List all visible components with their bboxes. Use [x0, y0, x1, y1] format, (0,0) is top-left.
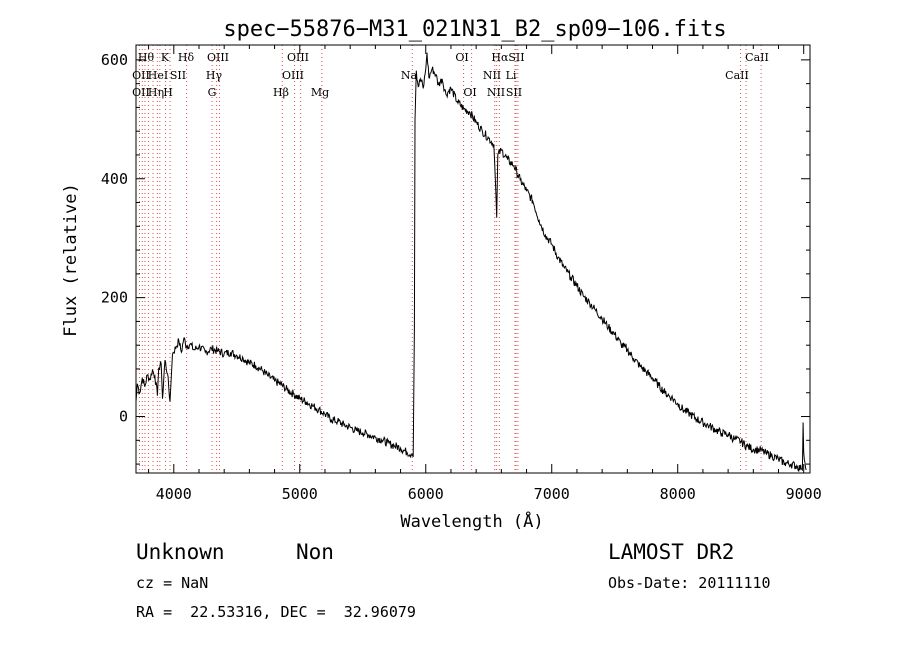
line-label: Hγ	[206, 69, 223, 82]
line-label: G	[208, 86, 217, 99]
line-label: HeI	[148, 69, 168, 82]
y-tick-label: 0	[119, 408, 128, 426]
line-label: Hβ	[273, 86, 289, 99]
plot-frame	[135, 44, 811, 474]
line-label: K	[161, 51, 170, 64]
line-label: CaII	[745, 51, 769, 64]
line-label: SII	[170, 69, 186, 82]
line-label: OI	[455, 51, 468, 64]
line-label: OII	[132, 69, 150, 82]
y-tick-label: 200	[101, 289, 128, 307]
y-tick-label: 400	[101, 170, 128, 188]
line-label: Hδ	[178, 51, 195, 64]
line-label: OIII	[207, 51, 229, 64]
chart-title: spec−55876−M31_021N31_B2_sp09−106.fits	[223, 17, 726, 42]
x-axis-label: Wavelength (Å)	[400, 510, 543, 532]
y-axis-label: Flux (relative)	[61, 183, 81, 337]
line-label: OI	[463, 86, 476, 99]
line-label: OIII	[282, 69, 304, 82]
line-label: Hθ	[138, 51, 155, 64]
survey-label: LAMOST DR2	[608, 540, 735, 564]
line-label: SII	[506, 86, 522, 99]
line-label: H	[163, 86, 173, 99]
x-tick-label: 9000	[786, 485, 822, 503]
line-label: OIII	[287, 51, 309, 64]
y-axis-ticks: 0 200 400 600	[101, 51, 810, 465]
line-label: Mg	[311, 86, 329, 99]
x-tick-label: 8000	[660, 485, 696, 503]
subclass-label: Non	[296, 540, 334, 564]
coordinates-label: RA = 22.53316, DEC = 32.96079	[136, 603, 416, 621]
line-label: NII	[483, 69, 501, 82]
x-tick-label: 4000	[156, 485, 192, 503]
line-label: HαSII	[491, 51, 524, 64]
line-label: CaII	[725, 69, 749, 82]
line-label: NII	[487, 86, 505, 99]
spectral-line-markers	[138, 45, 762, 473]
obs-date-label: Obs-Date: 20111110	[608, 574, 771, 592]
x-tick-label: 6000	[408, 485, 444, 503]
line-label: OII	[132, 86, 150, 99]
y-tick-label: 600	[101, 51, 128, 69]
line-label: Li	[506, 69, 517, 82]
line-label: Na	[401, 69, 418, 82]
x-axis-ticks: 4000 5000 6000 7000 8000 9000	[148, 45, 822, 503]
spectrum-line	[135, 52, 807, 473]
cz-label: cz = NaN	[136, 574, 209, 592]
line-label: Hη	[148, 86, 164, 99]
x-tick-label: 7000	[534, 485, 570, 503]
class-label: Unknown	[136, 540, 225, 564]
x-tick-label: 5000	[282, 485, 318, 503]
